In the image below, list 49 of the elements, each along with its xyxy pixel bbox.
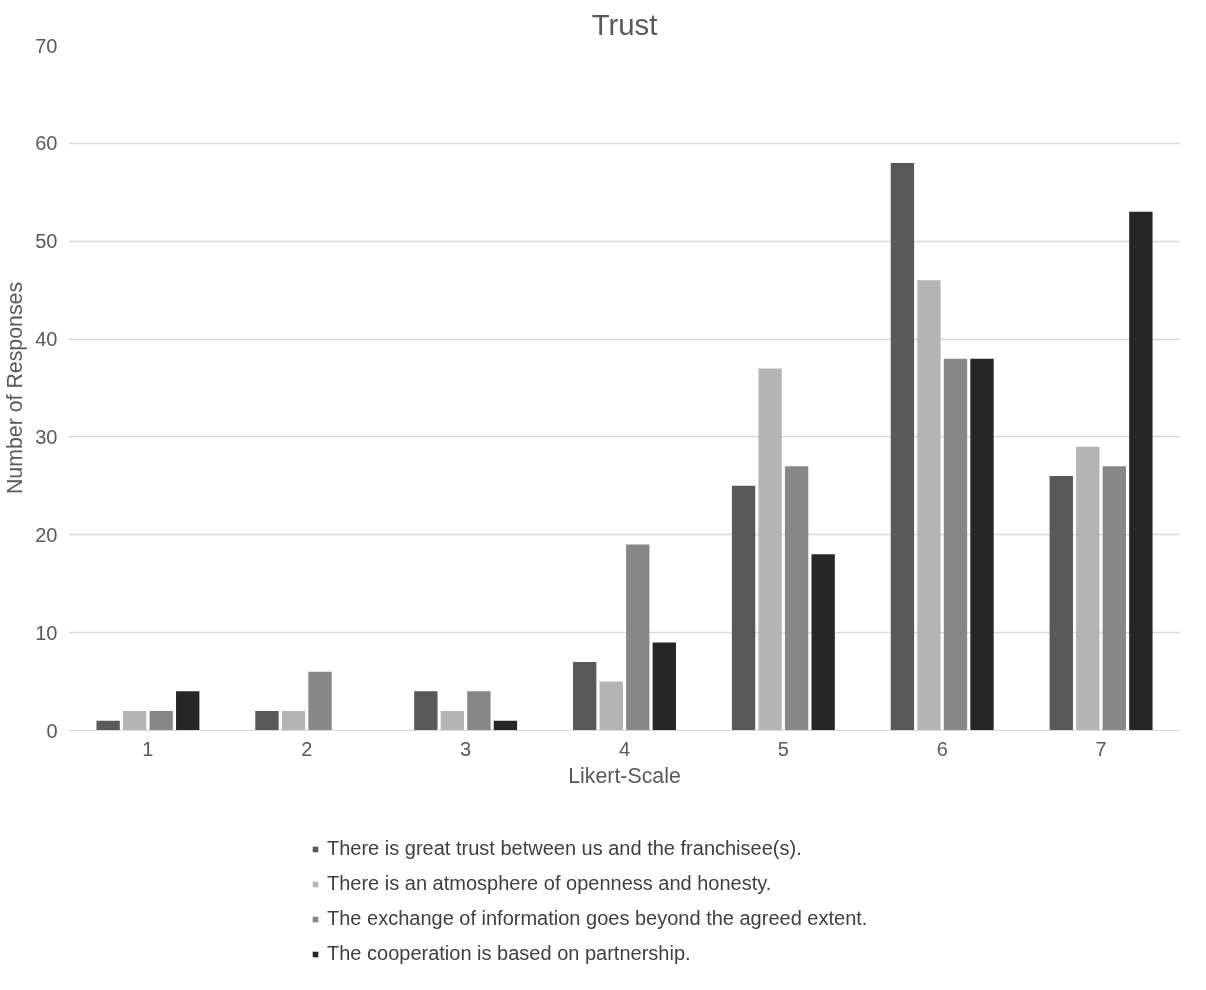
bar	[96, 720, 120, 731]
y-axis-title: Number of Responses	[3, 281, 28, 495]
bar	[467, 691, 491, 731]
bar	[626, 544, 650, 731]
chart-title: Trust	[591, 7, 658, 41]
legend-label: There is great trust between us and the franchisee(s).	[327, 837, 802, 860]
x-tick-label: 5	[777, 737, 789, 760]
bar	[970, 358, 994, 731]
legend-label: There is an atmosphere of openness and honesty.	[327, 872, 772, 895]
x-tick-label: 2	[301, 737, 313, 760]
y-tick-label: 20	[35, 523, 58, 546]
x-tick-label: 7	[1095, 737, 1107, 760]
bar	[1076, 446, 1100, 731]
bar	[890, 162, 915, 731]
x-axis-title: Likert-Scale	[568, 763, 681, 788]
bar	[917, 280, 941, 731]
y-tick-label: 50	[35, 230, 58, 253]
bar	[1102, 466, 1127, 731]
y-tick-label: 10	[35, 621, 58, 644]
bar	[784, 466, 809, 731]
bar	[811, 554, 835, 731]
bar	[308, 671, 332, 731]
x-tick-label: 1	[142, 737, 154, 760]
bar	[149, 710, 173, 731]
bar	[281, 710, 306, 731]
bar	[599, 681, 623, 731]
bar	[414, 691, 438, 731]
bar	[255, 710, 279, 731]
y-tick-label: 70	[35, 34, 58, 57]
bar	[122, 710, 147, 731]
bar	[176, 691, 200, 731]
bar	[573, 662, 597, 731]
bar	[440, 710, 465, 731]
x-tick-label: 4	[618, 737, 631, 760]
x-tick-label: 3	[460, 737, 472, 760]
bar	[943, 358, 968, 731]
bar	[1049, 476, 1073, 731]
y-tick-label: 30	[35, 425, 58, 448]
bar	[758, 368, 782, 731]
bar	[1129, 211, 1153, 731]
legend-label: The exchange of information goes beyond the agreed extent.	[327, 907, 868, 930]
y-tick-label: 40	[35, 328, 58, 351]
legend-label: The cooperation is based on partnership.	[327, 942, 691, 965]
bar	[652, 642, 676, 731]
y-tick-label: 60	[35, 132, 58, 155]
y-tick-label: 0	[46, 719, 58, 742]
x-tick-label: 6	[936, 737, 948, 760]
bar	[731, 485, 756, 731]
bar	[493, 720, 518, 731]
